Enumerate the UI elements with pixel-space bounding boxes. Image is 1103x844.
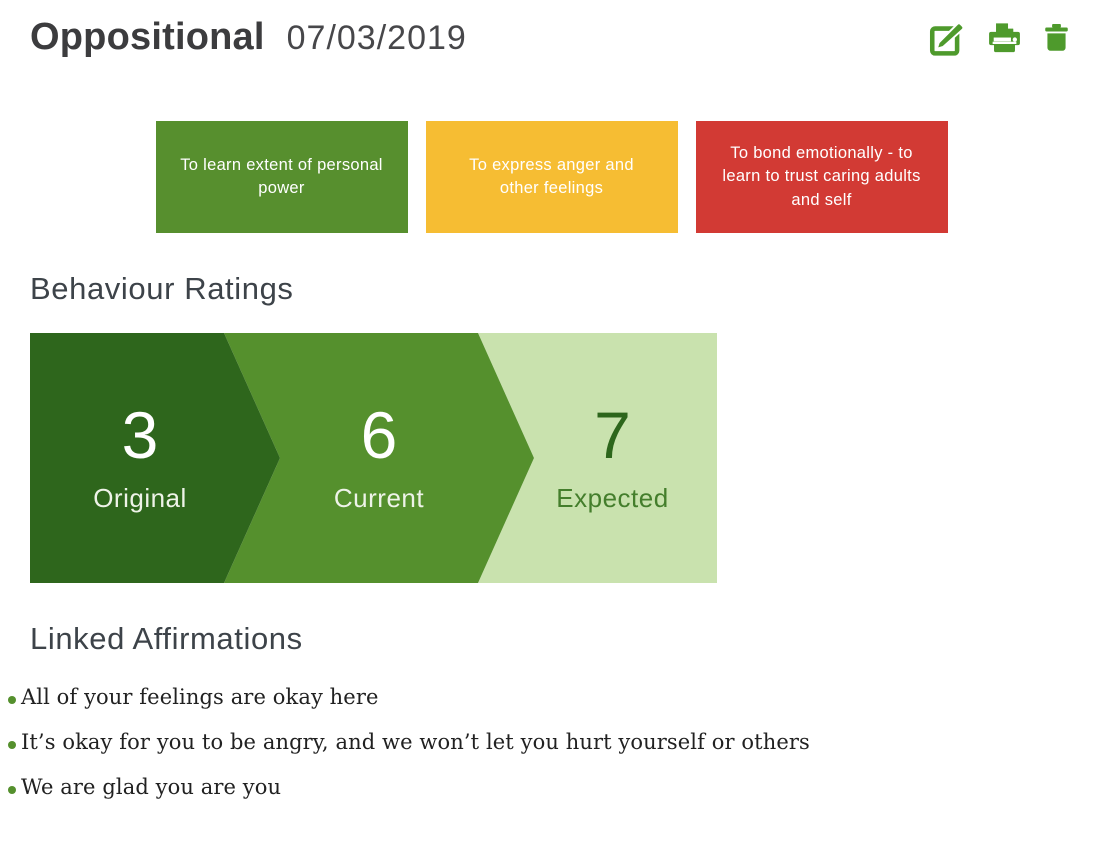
record-date: 07/03/2019 [286,19,467,57]
goal-card-1-label: To learn extent of personal power [180,155,383,197]
goal-card-2: To express anger and other feelings [425,121,678,233]
goal-cards-row: To learn extent of personal power To exp… [30,121,1073,233]
edit-button[interactable] [927,17,969,59]
behaviour-ratings-heading: Behaviour Ratings [30,271,294,306]
title-group: Oppositional 07/03/2019 [30,16,467,59]
affirmation-item-3: We are glad you are you [8,775,1073,799]
page-title: Oppositional [30,16,265,58]
linked-affirmations-heading: Linked Affirmations [30,621,303,656]
delete-button[interactable] [1040,18,1073,58]
header: Oppositional 07/03/2019 [30,16,1073,59]
affirmation-list: All of your feelings are okay here It’s … [8,685,1073,799]
rating-expected-label: Expected [556,483,669,513]
rating-original-value: 3 [121,398,159,472]
behaviour-ratings-section: Behaviour Ratings 3 Original 6 Current 7… [30,271,1073,583]
edit-icon [929,21,965,56]
rating-original-label: Original [93,483,187,513]
goal-card-2-label: To express anger and other feelings [469,155,634,197]
print-icon [989,22,1020,52]
rating-step-original: 3 Original [30,333,280,583]
goal-card-1: To learn extent of personal power [155,121,408,233]
rating-current-label: Current [333,483,425,513]
ratings-chevron-band: 3 Original 6 Current 7 Expected [30,333,717,583]
header-actions [927,17,1073,59]
rating-expected-value: 7 [594,398,631,472]
goal-card-3-label: To bond emotionally - to learn to trust … [722,143,921,209]
rating-current-value: 6 [360,398,398,472]
trash-icon [1045,23,1068,51]
affirmation-item-1: All of your feelings are okay here [8,685,1073,709]
print-button[interactable] [986,18,1023,58]
goal-card-3: To bond emotionally - to learn to trust … [695,121,948,233]
linked-affirmations-section: Linked Affirmations All of your feelings… [8,621,1073,799]
affirmation-item-2: It’s okay for you to be angry, and we wo… [8,730,1073,754]
